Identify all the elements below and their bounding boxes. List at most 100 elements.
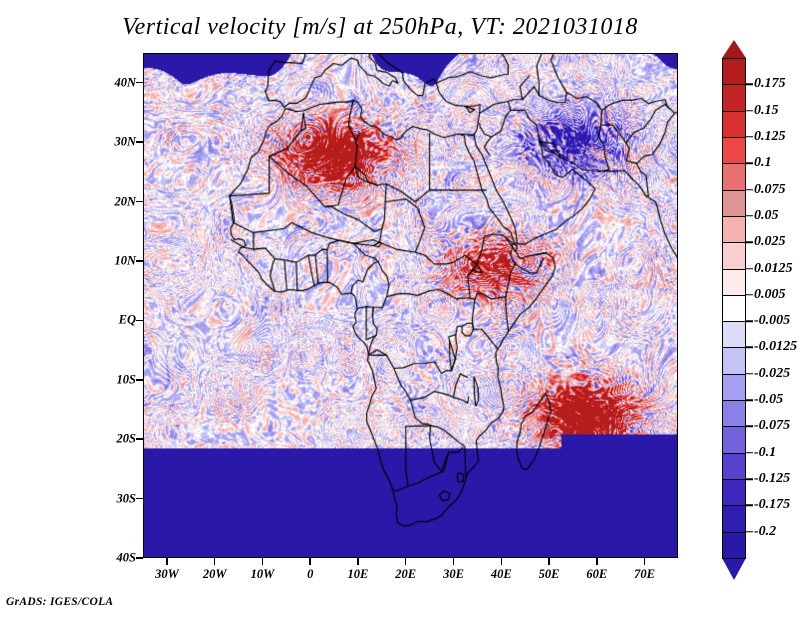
vertical-velocity-heatmap	[144, 54, 677, 557]
y-axis-tick-label: 10N	[114, 253, 136, 268]
colorbar-tick-label: -0.175	[754, 497, 791, 513]
x-axis-tick-mark	[309, 558, 311, 565]
colorbar-tick-mark	[746, 267, 753, 270]
colorbar-tick-mark	[746, 530, 753, 533]
colorbar-tick-label: -0.2	[754, 523, 777, 539]
colorbar-tick-label: 0.075	[754, 181, 786, 197]
colorbar-tick-mark	[746, 399, 753, 401]
colorbar-tick-mark	[746, 294, 753, 296]
colorbar-tick-mark	[746, 451, 753, 454]
colorbar-swatch	[722, 136, 746, 165]
colorbar-swatch	[722, 268, 746, 297]
colorbar-tick-label: 0.025	[754, 234, 786, 250]
x-axis-tick-mark	[500, 558, 502, 565]
x-axis-tick-label: 20W	[202, 567, 227, 581]
colorbar-swatch	[722, 84, 746, 112]
y-axis-tick-label: EQ	[118, 312, 136, 327]
x-axis-tick-label: 70E	[634, 567, 655, 581]
colorbar[interactable]	[722, 40, 746, 580]
colorbar-swatch	[722, 321, 746, 349]
colorbar-tick-mark	[746, 320, 753, 322]
y-axis-tick-mark	[136, 438, 143, 440]
colorbar-swatch	[722, 347, 746, 375]
colorbar-tick-label: 0.175	[754, 76, 786, 92]
y-axis-tick-label: 40N	[114, 75, 136, 90]
colorbar-tick-mark	[746, 504, 753, 507]
x-axis-tick-mark	[548, 558, 550, 565]
x-axis-tick-label: 60E	[586, 567, 608, 581]
colorbar-swatch	[722, 215, 746, 244]
y-axis-tick-label: 10S	[116, 372, 136, 387]
x-axis-tick-label: 10W	[250, 567, 275, 581]
page-title: Vertical velocity [m/s] at 250hPa, VT: 2…	[122, 14, 638, 40]
footer-credit: GrADS: IGES/COLA	[6, 596, 114, 608]
colorbar-tick-mark	[746, 373, 753, 375]
y-axis-tick-label: 20S	[116, 431, 136, 446]
colorbar-swatch	[722, 242, 746, 270]
colorbar-tick-label: 0.125	[754, 128, 786, 144]
x-axis-tick-label: 10E	[347, 567, 369, 581]
colorbar-tick-label: -0.0125	[754, 339, 798, 355]
y-axis-tick-mark	[136, 200, 143, 203]
y-axis-tick-label: 30S	[116, 491, 136, 506]
y-axis-tick-mark	[136, 319, 143, 322]
x-axis-tick-mark	[357, 558, 359, 565]
colorbar-tick-label: 0.15	[754, 102, 779, 118]
colorbar-swatch	[722, 294, 746, 323]
colorbar-tick-mark	[746, 425, 753, 428]
colorbar-tick-label: -0.075	[754, 418, 791, 434]
colorbar-swatch	[722, 531, 746, 560]
colorbar-tick-label: -0.05	[754, 392, 784, 408]
y-axis-tick-label: 40S	[116, 550, 136, 565]
colorbar-tick-mark	[746, 162, 753, 164]
colorbar-swatch	[722, 189, 746, 218]
x-axis-tick-mark	[166, 558, 168, 565]
colorbar-tick-mark	[746, 109, 753, 112]
y-axis-tick-mark	[136, 81, 143, 84]
colorbar-tick-mark	[746, 215, 753, 217]
colorbar-tick-label: -0.005	[754, 313, 791, 329]
x-axis-tick-label: 50E	[538, 567, 560, 581]
colorbar-tick-mark	[746, 136, 753, 138]
x-axis-tick-mark	[452, 558, 455, 565]
colorbar-extend-bottom-arrow-icon	[722, 558, 746, 580]
x-axis-tick-label: 20E	[395, 567, 417, 581]
y-axis-tick-mark	[136, 379, 143, 381]
y-axis-tick-mark	[136, 497, 143, 500]
colorbar-swatch	[722, 163, 746, 191]
colorbar-tick-mark	[746, 478, 753, 480]
y-axis-tick-label: 30N	[114, 134, 136, 149]
x-axis-tick-mark	[261, 558, 264, 565]
y-axis-tick-mark	[136, 557, 143, 559]
map-plot-area[interactable]	[143, 53, 678, 558]
colorbar-tick-label: 0.05	[754, 207, 779, 223]
y-axis-tick-mark	[136, 141, 143, 143]
x-axis-tick-label: 0	[307, 567, 314, 581]
colorbar-tick-mark	[746, 241, 753, 243]
colorbar-tick-label: 0.1	[754, 155, 772, 171]
colorbar-swatch	[722, 452, 746, 481]
colorbar-swatch	[722, 400, 746, 428]
colorbar-swatch	[722, 110, 746, 139]
x-axis-tick-mark	[213, 558, 216, 565]
colorbar-swatch	[722, 426, 746, 454]
colorbar-tick-label: -0.025	[754, 365, 791, 381]
colorbar-swatch	[722, 505, 746, 533]
colorbar-tick-label: 0.005	[754, 286, 786, 302]
colorbar-tick-label: -0.125	[754, 471, 791, 487]
x-axis-tick-mark	[643, 558, 646, 565]
colorbar-extend-top-arrow-icon	[722, 40, 746, 58]
x-axis-tick-label: 30E	[443, 567, 464, 581]
colorbar-swatch	[722, 373, 746, 402]
y-axis-tick-mark	[136, 260, 143, 262]
colorbar-tick-label: 0.0125	[754, 260, 793, 276]
colorbar-tick-label: -0.1	[754, 444, 777, 460]
x-axis-tick-mark	[404, 558, 407, 565]
x-axis-tick-label: 30W	[155, 567, 179, 581]
colorbar-tick-mark	[746, 83, 753, 86]
colorbar-swatch	[722, 58, 746, 86]
x-axis-tick-mark	[596, 558, 598, 565]
colorbar-tick-mark	[746, 188, 753, 191]
x-axis-tick-label: 40E	[490, 567, 512, 581]
